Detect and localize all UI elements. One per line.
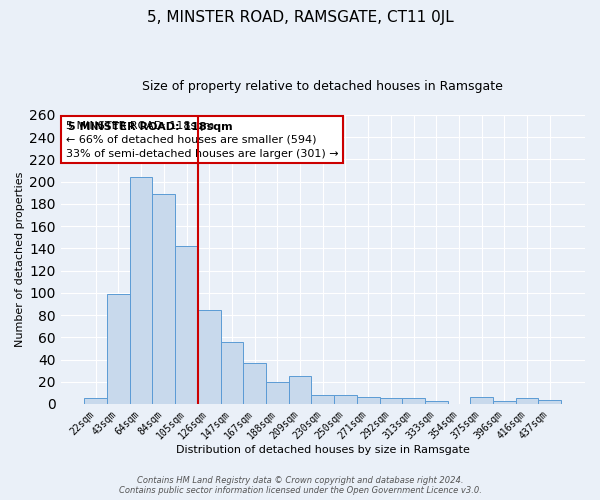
- Y-axis label: Number of detached properties: Number of detached properties: [15, 172, 25, 347]
- X-axis label: Distribution of detached houses by size in Ramsgate: Distribution of detached houses by size …: [176, 445, 470, 455]
- Text: 5, MINSTER ROAD, RAMSGATE, CT11 0JL: 5, MINSTER ROAD, RAMSGATE, CT11 0JL: [146, 10, 454, 25]
- Text: 5 MINSTER ROAD: 118sqm
← 66% of detached houses are smaller (594)
33% of semi-de: 5 MINSTER ROAD: 118sqm ← 66% of detached…: [66, 121, 338, 159]
- Bar: [334, 395, 357, 404]
- Bar: [243, 363, 266, 404]
- Bar: [198, 310, 221, 404]
- Bar: [516, 398, 538, 404]
- Bar: [175, 246, 198, 404]
- Bar: [130, 177, 152, 404]
- Bar: [311, 395, 334, 404]
- Bar: [470, 398, 493, 404]
- Bar: [266, 382, 289, 404]
- Bar: [221, 342, 243, 404]
- Bar: [538, 400, 561, 404]
- Bar: [380, 398, 402, 404]
- Bar: [107, 294, 130, 404]
- Text: 5 MINSTER ROAD: 118sqm: 5 MINSTER ROAD: 118sqm: [68, 122, 233, 132]
- Text: Contains HM Land Registry data © Crown copyright and database right 2024.
Contai: Contains HM Land Registry data © Crown c…: [119, 476, 481, 495]
- Bar: [493, 400, 516, 404]
- Title: Size of property relative to detached houses in Ramsgate: Size of property relative to detached ho…: [142, 80, 503, 93]
- Bar: [85, 398, 107, 404]
- Bar: [152, 194, 175, 404]
- Bar: [402, 398, 425, 404]
- Bar: [357, 398, 380, 404]
- Bar: [289, 376, 311, 404]
- Bar: [425, 400, 448, 404]
